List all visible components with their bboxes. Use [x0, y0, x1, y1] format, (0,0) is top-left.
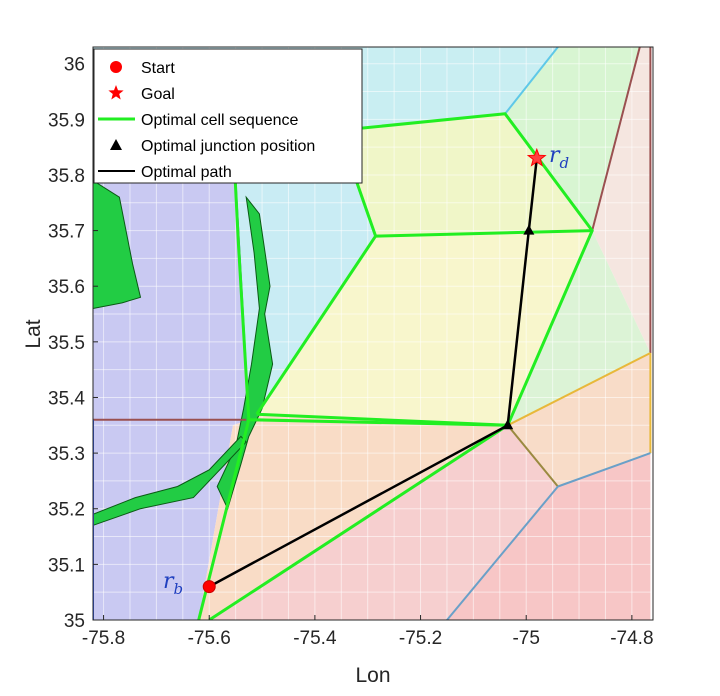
x-tick-label: -75.4: [293, 628, 337, 649]
sequence-edge-0: [197, 135, 251, 620]
x-tick-label: -75: [512, 628, 539, 649]
goal-annotation-sub: d: [560, 154, 570, 172]
x-tick-label: -75.8: [82, 628, 125, 649]
sequence-edge-5: [248, 418, 508, 427]
legend-label: Optimal junction position: [141, 138, 315, 155]
legend: Start Goal Optimal cell sequence Optimal ju…: [93, 48, 363, 184]
annotations: rb rd: [163, 143, 569, 598]
x-tick-label: -75.6: [188, 628, 231, 649]
goal-annotation: rd: [549, 143, 569, 172]
optimal-path: [208, 158, 539, 588]
legend-marker-junction: [110, 139, 122, 150]
cell-boundary-2: [591, 47, 641, 231]
sequence-edge-2: [338, 112, 594, 238]
y-tick-label: 35.4: [48, 388, 85, 409]
cell-6: [256, 230, 593, 426]
legend-entries: Start Goal Optimal cell sequence Optimal ju…: [98, 60, 315, 181]
legend-label: Optimal path: [141, 164, 232, 181]
cell-boundary-7: [557, 452, 651, 488]
start-marker: [202, 580, 216, 594]
cell-boundary-4: [507, 352, 651, 427]
land-areas: [93, 179, 274, 526]
y-tick-label: 35: [64, 611, 85, 632]
start-annotation-base: r: [163, 569, 175, 594]
legend-label: Optimal cell sequence: [141, 112, 299, 129]
cell-4: [505, 47, 640, 231]
start-annotation: rb: [163, 569, 183, 598]
cell-boundary-6: [506, 424, 559, 488]
plot-area: [93, 47, 653, 620]
y-axis-ticks: 35 35.1 35.2 35.3 35.4 35.5 35.6 35.7 35.8 35.9 36: [48, 55, 98, 632]
y-tick-label: 35.5: [48, 333, 85, 354]
cell-boundary-3: [504, 47, 559, 115]
x-axis-label: Lon: [355, 664, 390, 687]
cell-boundary-8: [446, 485, 559, 620]
land-polygon-2: [93, 435, 247, 526]
x-tick-label: -74.8: [610, 628, 653, 649]
y-tick-label: 35.2: [48, 500, 85, 521]
y-tick-label: 35.1: [48, 555, 85, 576]
markers: [202, 147, 547, 594]
goal-annotation-base: r: [549, 143, 561, 168]
land-polygon-1: [216, 195, 274, 511]
x-tick-label: -75.2: [399, 628, 442, 649]
y-tick-label: 35.9: [48, 110, 85, 131]
start-annotation-sub: b: [174, 580, 184, 598]
cell-11: [209, 425, 558, 620]
y-axis-label: Lat: [22, 319, 45, 348]
legend-marker-start: [110, 61, 122, 73]
y-tick-label: 35.3: [48, 444, 85, 465]
plot-frame: [92, 46, 654, 621]
y-tick-label: 35.7: [48, 222, 85, 243]
y-tick-label: 36: [64, 55, 85, 76]
junction-marker-1: [502, 419, 514, 430]
x-axis-ticks: -75.8 -75.6 -75.4 -75.2 -75 -74.8: [82, 615, 654, 649]
legend-marker-goal: [108, 85, 124, 100]
legend-label: Goal: [141, 86, 175, 103]
legend-box: [93, 48, 363, 184]
y-tick-label: 35.8: [48, 166, 85, 187]
y-tick-label: 35.6: [48, 277, 85, 298]
legend-label: Start: [141, 60, 175, 77]
land-polygon-0: [93, 179, 142, 310]
sequence-edge-4: [208, 424, 509, 620]
cell-9: [198, 419, 508, 620]
goal-marker: [526, 147, 547, 167]
junction-marker-0: [523, 224, 535, 235]
cell-5: [592, 47, 651, 353]
optimal-path-line: [208, 158, 539, 588]
